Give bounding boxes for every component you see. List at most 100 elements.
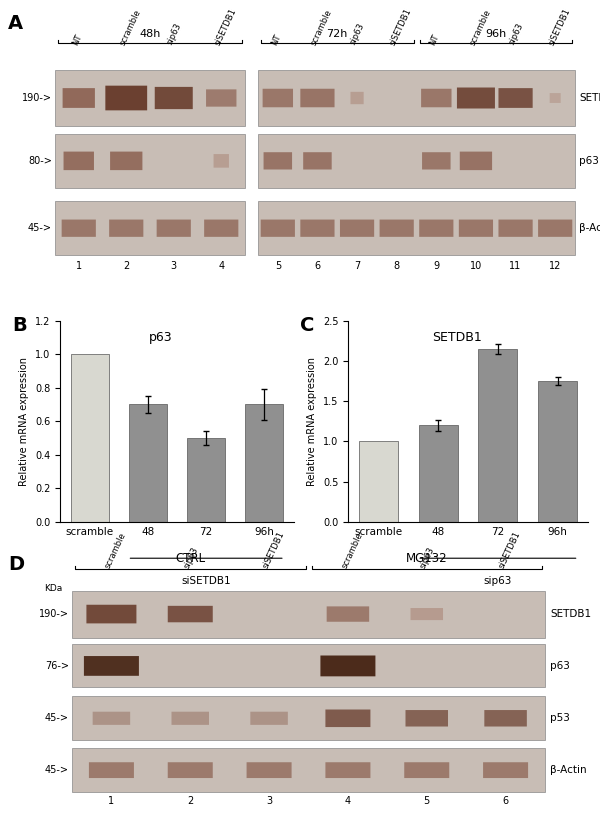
Bar xyxy=(258,201,575,255)
FancyBboxPatch shape xyxy=(422,152,451,169)
FancyBboxPatch shape xyxy=(483,762,528,778)
FancyBboxPatch shape xyxy=(261,219,295,237)
Text: NT: NT xyxy=(71,32,83,46)
Bar xyxy=(72,591,545,638)
Bar xyxy=(245,404,283,522)
FancyBboxPatch shape xyxy=(460,151,492,170)
Bar xyxy=(72,696,545,741)
Text: B: B xyxy=(12,316,27,335)
FancyBboxPatch shape xyxy=(550,93,560,103)
FancyBboxPatch shape xyxy=(459,219,493,237)
Text: 4: 4 xyxy=(218,261,224,270)
Text: scramble: scramble xyxy=(340,531,364,570)
Bar xyxy=(258,70,575,126)
FancyBboxPatch shape xyxy=(204,219,238,237)
FancyBboxPatch shape xyxy=(110,151,142,170)
Text: SETDB1: SETDB1 xyxy=(432,330,482,344)
FancyBboxPatch shape xyxy=(250,712,288,725)
FancyBboxPatch shape xyxy=(62,219,96,237)
Y-axis label: Relative mRNA expression: Relative mRNA expression xyxy=(19,357,29,486)
Text: 3: 3 xyxy=(170,261,177,270)
FancyBboxPatch shape xyxy=(109,219,143,237)
Text: sip63: sip63 xyxy=(349,22,367,46)
FancyBboxPatch shape xyxy=(172,712,209,725)
FancyBboxPatch shape xyxy=(168,606,213,622)
FancyBboxPatch shape xyxy=(410,608,443,620)
Bar xyxy=(258,134,575,187)
FancyBboxPatch shape xyxy=(86,605,136,623)
Bar xyxy=(55,134,245,187)
FancyBboxPatch shape xyxy=(421,89,452,107)
FancyBboxPatch shape xyxy=(106,85,147,110)
FancyBboxPatch shape xyxy=(303,152,332,169)
FancyBboxPatch shape xyxy=(325,762,370,778)
Bar xyxy=(72,748,545,792)
FancyBboxPatch shape xyxy=(484,710,527,727)
Text: β-Actin: β-Actin xyxy=(550,765,587,775)
Text: scramble: scramble xyxy=(118,7,143,46)
FancyBboxPatch shape xyxy=(301,89,335,107)
Text: sip63: sip63 xyxy=(484,576,512,586)
Text: SETDB1: SETDB1 xyxy=(550,609,591,619)
Text: 190->: 190-> xyxy=(39,609,69,619)
Text: sip63: sip63 xyxy=(182,545,200,570)
FancyBboxPatch shape xyxy=(62,88,95,108)
FancyBboxPatch shape xyxy=(404,762,449,778)
Text: 6: 6 xyxy=(503,796,509,806)
Text: 76->: 76-> xyxy=(45,661,69,671)
Text: 1: 1 xyxy=(109,796,115,806)
Text: C: C xyxy=(300,316,314,335)
Bar xyxy=(129,404,167,522)
FancyBboxPatch shape xyxy=(155,87,193,109)
Text: 48h: 48h xyxy=(139,29,161,39)
Bar xyxy=(55,70,245,126)
FancyBboxPatch shape xyxy=(247,762,292,778)
Text: 6: 6 xyxy=(314,261,320,270)
Text: p63: p63 xyxy=(579,156,599,166)
Text: 45->: 45-> xyxy=(45,765,69,775)
Text: 2: 2 xyxy=(123,261,130,270)
Text: scramble: scramble xyxy=(309,7,334,46)
FancyBboxPatch shape xyxy=(84,656,139,676)
Text: 9: 9 xyxy=(433,261,439,270)
Text: D: D xyxy=(8,555,24,574)
Text: 1: 1 xyxy=(76,261,82,270)
FancyBboxPatch shape xyxy=(350,92,364,104)
Text: KDa: KDa xyxy=(44,584,62,593)
Text: p63: p63 xyxy=(149,330,173,344)
FancyBboxPatch shape xyxy=(206,90,236,107)
Bar xyxy=(187,438,225,522)
FancyBboxPatch shape xyxy=(380,219,414,237)
Text: 2: 2 xyxy=(187,796,193,806)
Bar xyxy=(55,201,245,255)
FancyBboxPatch shape xyxy=(157,219,191,237)
Text: β-Actin: β-Actin xyxy=(579,224,600,233)
Text: sip63: sip63 xyxy=(508,22,525,46)
FancyBboxPatch shape xyxy=(326,607,369,621)
FancyBboxPatch shape xyxy=(168,762,213,778)
FancyBboxPatch shape xyxy=(263,152,292,169)
Text: scramble: scramble xyxy=(468,7,493,46)
Text: siSETDB1: siSETDB1 xyxy=(497,529,523,570)
Text: 5: 5 xyxy=(275,261,281,270)
Text: 11: 11 xyxy=(509,261,521,270)
Text: sip63: sip63 xyxy=(166,22,184,46)
Text: A: A xyxy=(8,14,23,33)
FancyBboxPatch shape xyxy=(419,219,454,237)
Text: sip63: sip63 xyxy=(419,545,436,570)
FancyBboxPatch shape xyxy=(406,710,448,727)
FancyBboxPatch shape xyxy=(340,219,374,237)
Text: siSETDB1: siSETDB1 xyxy=(261,529,286,570)
FancyBboxPatch shape xyxy=(457,87,495,109)
Bar xyxy=(538,381,577,522)
Text: 45->: 45-> xyxy=(45,713,69,723)
Text: 5: 5 xyxy=(424,796,430,806)
FancyBboxPatch shape xyxy=(263,89,293,107)
Text: 3: 3 xyxy=(266,796,272,806)
FancyBboxPatch shape xyxy=(89,762,134,778)
Bar xyxy=(419,425,458,522)
FancyBboxPatch shape xyxy=(64,151,94,170)
FancyBboxPatch shape xyxy=(325,709,370,727)
Bar xyxy=(359,441,398,522)
Text: 4: 4 xyxy=(345,796,351,806)
